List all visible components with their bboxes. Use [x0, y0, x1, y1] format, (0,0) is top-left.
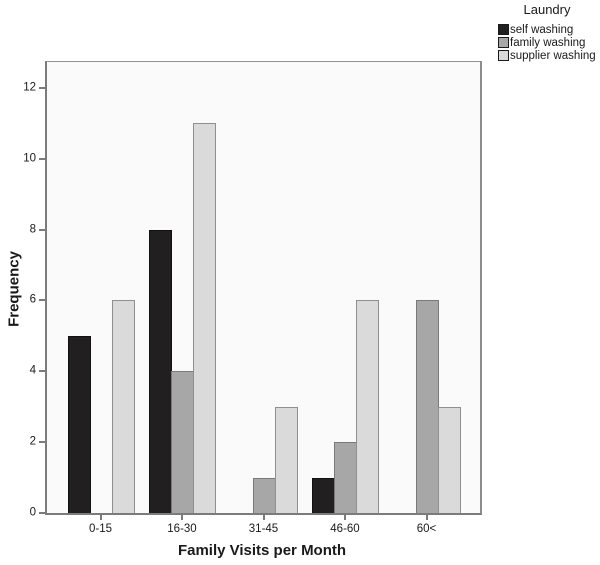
y-tick-mark-10 — [39, 157, 45, 160]
bar-supplier-washing-60 — [437, 407, 461, 513]
bar-family-washing-31-45 — [252, 478, 276, 513]
y-axis-title: Frequency — [5, 251, 23, 327]
y-tick-label-0: 0 — [29, 506, 36, 519]
x-tick-mark-31-45 — [262, 515, 265, 520]
bar-self-washing-0-15 — [67, 336, 91, 513]
y-tick-label-8: 8 — [29, 222, 36, 235]
x-tick-label-46-60: 46-60 — [330, 523, 360, 535]
legend-label: self washing — [510, 23, 574, 36]
legend-title: Laundry — [523, 2, 571, 17]
x-tick-label-0-15: 0-15 — [88, 523, 113, 535]
x-tick-mark-46-60 — [344, 515, 346, 520]
legend-label: family washing — [510, 36, 586, 49]
bar-self-washing-46-60 — [312, 478, 335, 513]
bar-self-washing-16-30 — [149, 230, 172, 513]
plot-area: 0 2 4 6 8 10 12 0-15 16-30 31-45 46-60 60< — [23, 61, 482, 535]
legend-item-family-washing: family washing — [498, 36, 600, 49]
y-tick-mark-4 — [39, 370, 45, 373]
y-tick-label-2: 2 — [29, 435, 36, 448]
legend: Laundry self washing family washing suppli… — [494, 2, 600, 62]
bar-family-washing-46-60 — [334, 442, 357, 513]
bar-supplier-washing-31-45 — [274, 407, 298, 513]
y-tick-label-10: 10 — [23, 152, 36, 165]
x-tick-mark-0-15 — [99, 515, 102, 520]
y-tick-label-4: 4 — [29, 364, 36, 377]
legend-item-self-washing: self washing — [498, 23, 600, 36]
x-tick-label-16-30: 16-30 — [167, 523, 197, 535]
y-tick-label-12: 12 — [23, 81, 36, 94]
y-tick-mark-8 — [39, 228, 45, 231]
y-tick-mark-0 — [39, 512, 45, 514]
bar-family-washing-60 — [415, 300, 439, 513]
legend-swatch-icon — [498, 37, 509, 48]
y-tick-label-6: 6 — [29, 293, 36, 306]
bar-supplier-washing-0-15 — [111, 300, 135, 513]
legend-swatch-icon — [498, 24, 509, 35]
bar-supplier-washing-46-60 — [356, 300, 379, 513]
y-tick-mark-6 — [39, 299, 45, 302]
x-tick-label-31-45: 31-45 — [248, 523, 279, 535]
y-tick-mark-2 — [39, 441, 45, 444]
legend-items: self washing family washing supplier washi… — [494, 23, 600, 62]
x-tick-label-60: 60< — [416, 523, 437, 535]
bar-supplier-washing-16-30 — [193, 123, 216, 513]
x-axis-title: Family Visits per Month — [177, 542, 347, 559]
legend-label: supplier washing — [510, 49, 596, 62]
y-tick-mark-12 — [39, 86, 45, 89]
bar-family-washing-16-30 — [171, 371, 194, 513]
legend-swatch-icon — [498, 50, 509, 61]
x-tick-mark-60 — [425, 515, 428, 520]
legend-item-supplier-washing: supplier washing — [498, 49, 600, 62]
x-tick-mark-16-30 — [181, 515, 183, 520]
